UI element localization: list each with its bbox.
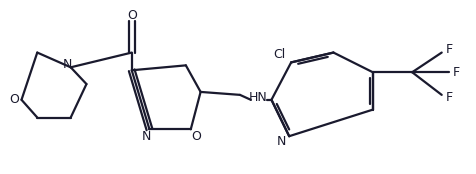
Text: Cl: Cl	[273, 48, 285, 61]
Text: N: N	[141, 130, 151, 143]
Text: O: O	[190, 130, 200, 143]
Text: N: N	[63, 58, 72, 71]
Text: F: F	[445, 91, 452, 104]
Text: O: O	[10, 93, 20, 106]
Text: O: O	[127, 9, 137, 22]
Text: F: F	[445, 43, 452, 56]
Text: HN: HN	[248, 91, 267, 104]
Text: N: N	[276, 135, 286, 148]
Text: F: F	[452, 66, 459, 79]
